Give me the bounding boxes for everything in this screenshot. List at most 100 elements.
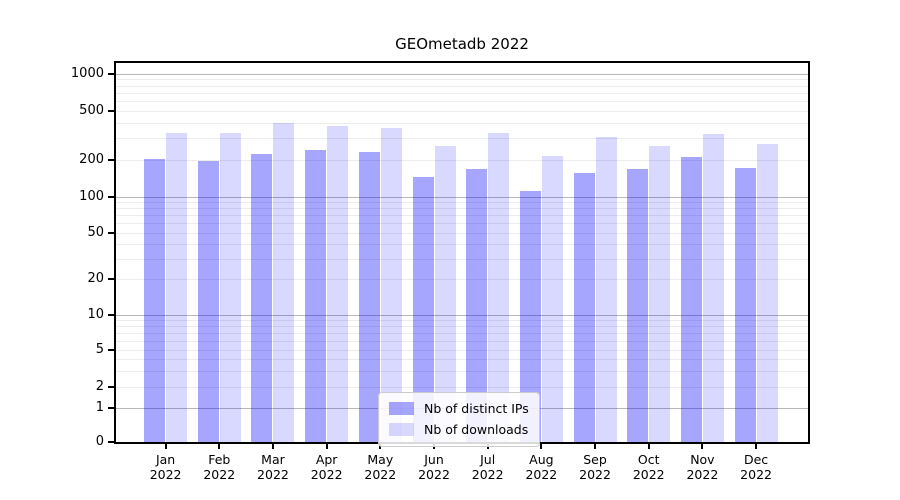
gridline-minor	[116, 233, 808, 234]
x-tick-mark-sep	[594, 444, 597, 449]
y-tick-mark-10	[108, 314, 114, 316]
plot-area	[114, 61, 810, 444]
x-tick-label-nov: Nov 2022	[686, 452, 719, 482]
bar-downloads-feb	[219, 133, 241, 442]
y-tick-mark-0	[108, 441, 114, 443]
gridline-major	[116, 315, 808, 316]
gridline-minor	[116, 122, 808, 124]
bar-downloads-apr	[327, 126, 349, 442]
gridline-minor	[116, 244, 808, 246]
y-tick-label-10: 10	[87, 307, 104, 322]
bar-downloads-jul	[488, 133, 510, 442]
gridline-minor	[116, 160, 808, 161]
y-tick-mark-200	[108, 159, 114, 161]
bar-distinct-ips-dec	[734, 167, 756, 442]
y-tick-mark-20	[108, 278, 114, 280]
gridline-minor	[116, 85, 808, 87]
y-tick-label-100: 100	[79, 188, 104, 204]
gridline-minor	[116, 101, 808, 103]
legend-item-distinct-ips: Nb of distinct IPs	[389, 398, 529, 419]
x-tick-label-jan: Jan 2022	[149, 452, 182, 482]
bar-downloads-mar	[273, 122, 295, 442]
x-tick-label-jul: Jul 2022	[471, 452, 504, 482]
gridline-major	[116, 73, 808, 75]
y-tick-label-5: 5	[95, 342, 104, 357]
bar-distinct-ips-mar	[251, 153, 273, 442]
gridline-minor	[116, 326, 808, 328]
bar-downloads-oct	[649, 146, 671, 442]
x-tick-mark-feb	[218, 444, 221, 449]
x-tick-label-oct: Oct 2022	[632, 452, 665, 482]
legend-swatch-downloads	[389, 423, 414, 436]
y-tick-mark-2	[108, 386, 114, 388]
x-tick-label-mar: Mar 2022	[257, 452, 289, 482]
x-tick-mark-dec	[755, 444, 758, 449]
x-tick-label-apr: Apr 2022	[310, 452, 343, 482]
gridline-minor	[116, 333, 808, 334]
bar-distinct-ips-may	[358, 151, 380, 442]
gridline-major	[116, 196, 808, 198]
bar-distinct-ips-oct	[627, 169, 649, 442]
gridline-minor	[116, 79, 808, 81]
gridline-minor	[116, 279, 808, 280]
x-tick-label-may: May 2022	[364, 452, 397, 482]
gridline-minor	[116, 320, 808, 322]
bar-distinct-ips-sep	[573, 172, 595, 442]
bar-distinct-ips-nov	[680, 156, 702, 442]
bar-downloads-jan	[166, 132, 188, 442]
gridline-minor	[116, 215, 808, 217]
gridline-minor	[116, 111, 808, 112]
bar-downloads-jun	[434, 145, 456, 442]
bar-distinct-ips-aug	[519, 190, 541, 442]
gridline-minor	[116, 202, 808, 204]
y-tick-mark-100	[108, 195, 114, 198]
gridline-minor	[116, 359, 808, 360]
y-tick-label-50: 50	[87, 225, 104, 240]
y-tick-label-2: 2	[95, 379, 104, 394]
legend: Nb of distinct IPs Nb of downloads	[378, 392, 540, 447]
bar-downloads-sep	[595, 136, 617, 442]
bar-downloads-dec	[756, 143, 778, 442]
bar-distinct-ips-jan	[144, 159, 166, 442]
x-tick-mark-apr	[325, 444, 328, 449]
x-tick-label-sep: Sep 2022	[579, 452, 611, 482]
gridline-minor	[116, 208, 808, 210]
legend-swatch-distinct-ips	[389, 402, 414, 415]
gridline-minor	[116, 387, 808, 388]
y-tick-label-0: 0	[95, 434, 104, 449]
bar-distinct-ips-jun	[412, 177, 434, 442]
y-tick-label-500: 500	[79, 103, 104, 118]
x-tick-mark-mar	[271, 444, 274, 449]
legend-label-downloads: Nb of downloads	[424, 422, 529, 437]
bar-downloads-may	[380, 127, 402, 442]
x-tick-label-dec: Dec 2022	[740, 452, 772, 482]
bar-downloads-aug	[541, 155, 563, 442]
x-tick-label-aug: Aug 2022	[525, 452, 558, 482]
y-tick-mark-1	[108, 406, 114, 409]
gridline-minor	[116, 370, 808, 372]
chart-title: GEOmetadb 2022	[395, 35, 529, 53]
x-tick-mark-nov	[701, 444, 704, 449]
y-tick-label-20: 20	[87, 271, 104, 286]
y-tick-mark-5	[108, 349, 114, 351]
bar-distinct-ips-feb	[197, 160, 219, 442]
gridline-minor	[116, 223, 808, 225]
y-tick-label-1000: 1000	[70, 65, 104, 81]
gridline-minor	[116, 350, 808, 351]
y-tick-mark-1000	[108, 72, 114, 75]
gridline-minor	[116, 258, 808, 260]
x-tick-mark-jan	[164, 444, 167, 449]
y-tick-mark-500	[108, 110, 114, 112]
x-tick-mark-aug	[540, 444, 543, 449]
y-tick-mark-50	[108, 232, 114, 234]
x-tick-label-feb: Feb 2022	[203, 452, 236, 482]
y-tick-label-1: 1	[95, 399, 104, 415]
bar-distinct-ips-jul	[466, 168, 488, 442]
gridline-minor	[116, 138, 808, 140]
x-tick-label-jun: Jun 2022	[418, 452, 450, 482]
gridline-minor	[116, 92, 808, 94]
x-tick-mark-oct	[647, 444, 650, 449]
legend-item-downloads: Nb of downloads	[389, 419, 529, 440]
y-tick-label-200: 200	[79, 152, 104, 167]
